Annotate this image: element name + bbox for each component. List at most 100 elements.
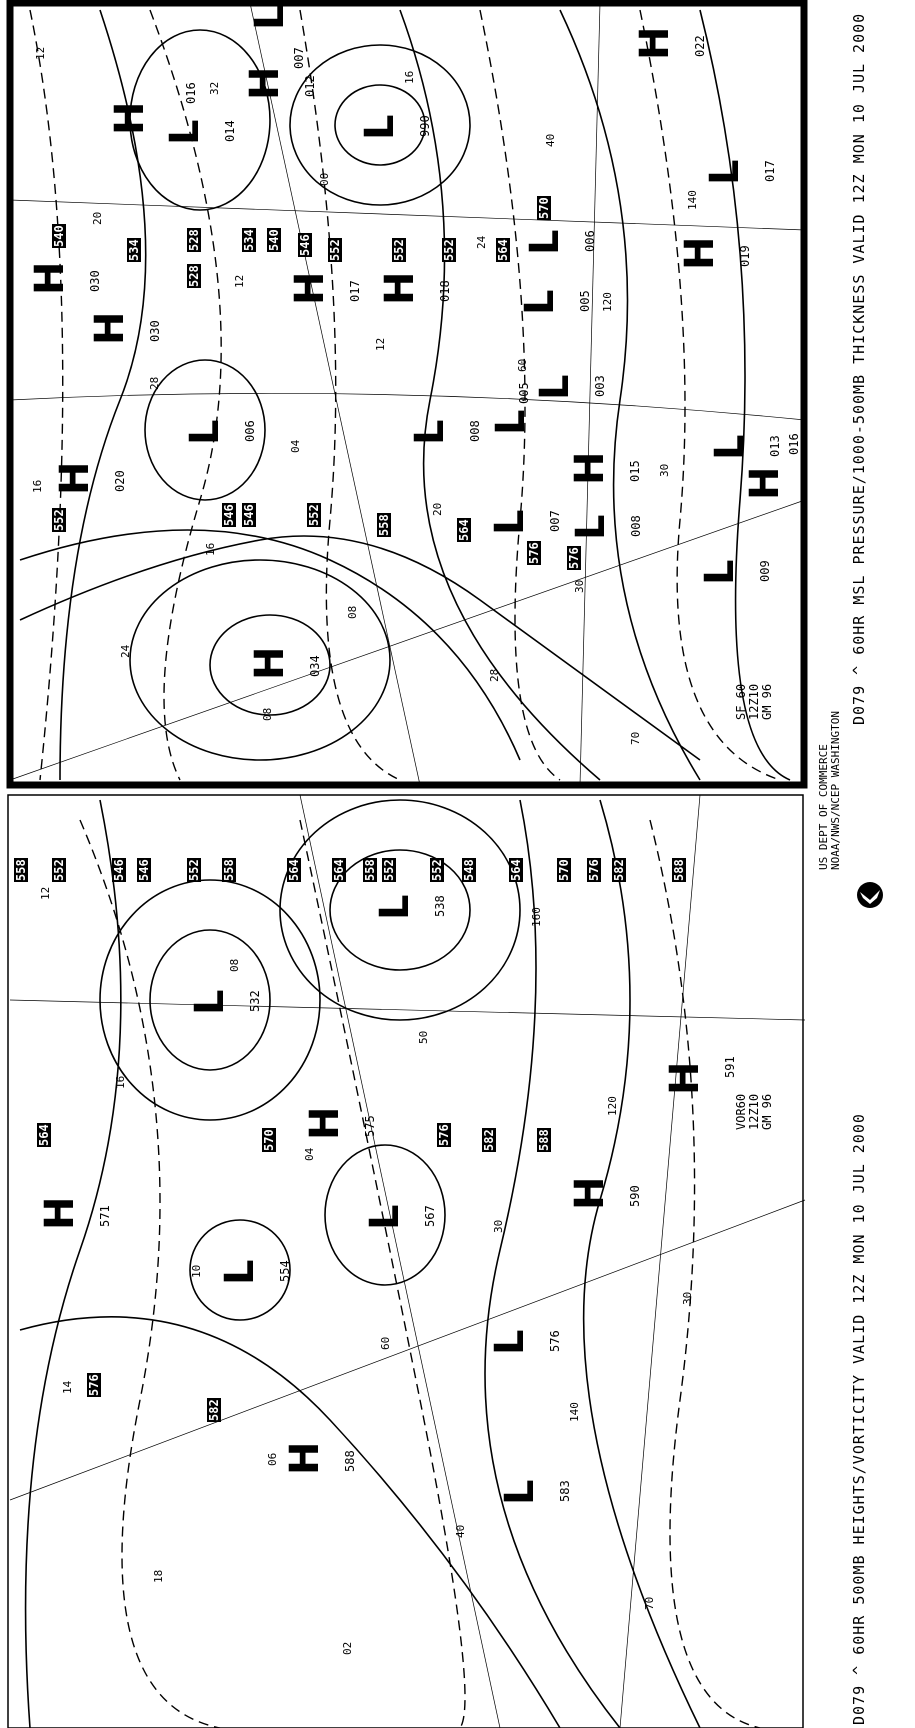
boxed-contour-label: 564 (457, 518, 471, 542)
center-value: 532 (248, 990, 262, 1012)
boxed-contour-label: 540 (267, 228, 281, 252)
contour-value-label: 08 (227, 958, 241, 972)
center-value: 590 (628, 1185, 642, 1207)
boxed-contour-label: 552 (52, 858, 66, 882)
center-value: 015 (628, 460, 642, 482)
center-value: 012 (303, 75, 317, 97)
center-value: 022 (693, 35, 707, 57)
bottom-panel-caption: D079 ^ 60HR 500MB HEIGHTS/VORTICITY VALI… (850, 1113, 868, 1725)
center-value: 007 (548, 510, 562, 532)
low-pressure-symbol: L (697, 559, 743, 586)
top-panel-frame (6, 0, 808, 789)
contour-value-label: 160 (530, 907, 543, 928)
contour-value-label: 60 (378, 1336, 392, 1350)
low-pressure-symbol: L (187, 989, 233, 1016)
contour-value-label: 70 (643, 1597, 657, 1611)
center-value: 005 (578, 290, 592, 312)
boxed-contour-label: 540 (52, 224, 66, 248)
contour-value-label: 04 (289, 440, 303, 454)
center-value: 003 (593, 375, 607, 397)
stamp-line: GM 96 (760, 1093, 774, 1130)
high-pressure-symbol: H (632, 26, 678, 60)
boxed-contour-label: 564 (37, 1123, 51, 1147)
low-pressure-symbol: L (217, 1259, 263, 1286)
center-value: 016 (787, 433, 801, 455)
boxed-contour-label: 546 (137, 858, 151, 882)
contour-value-label: 30 (681, 1291, 695, 1305)
center-value: 008 (468, 420, 482, 442)
contour-value-label: 140 (567, 1401, 581, 1422)
center-value: 007 (292, 47, 306, 69)
center-value: 990 (418, 115, 432, 137)
center-value: 034 (308, 655, 322, 677)
boxed-contour-label: 582 (207, 1398, 221, 1422)
boxed-contour-label: 546 (112, 858, 126, 882)
center-value: 538 (433, 895, 447, 917)
center-value: 005 (517, 382, 531, 404)
center-value: 030 (88, 270, 102, 292)
boxed-contour-label: 528 (187, 228, 201, 252)
center-value: 016 (184, 82, 198, 104)
contour-value-label: 16 (402, 70, 416, 84)
top-panel-caption: D079 ^ 60HR MSL PRESSURE/1000-500MB THIC… (850, 12, 868, 725)
low-pressure-symbol: L (162, 119, 208, 146)
boxed-contour-label: 558 (363, 858, 377, 882)
contour-value-label: 24 (119, 644, 133, 658)
thickness-contours (29, 9, 781, 1728)
credit: US DEPT OF COMMERCE NOAA/NWS/NCEP WASHIN… (817, 711, 842, 870)
boxed-contour-label: 576 (87, 1373, 101, 1397)
contour-value-label: 120 (605, 1096, 619, 1116)
low-pressure-symbol: L (568, 514, 614, 541)
boxed-contour-label: 552 (382, 858, 396, 882)
low-pressure-symbol: L (532, 374, 578, 401)
boxed-contour-label: 534 (127, 238, 141, 262)
boxed-contour-label: 576 (527, 541, 541, 565)
boxed-contour-label: 588 (672, 858, 686, 882)
contour-value-label: 10 (190, 1264, 203, 1278)
high-pressure-symbol: H (282, 1441, 328, 1475)
boxed-contour-label: 552 (187, 858, 201, 882)
high-pressure-symbol: H (377, 271, 423, 305)
high-pressure-symbol: H (677, 236, 723, 270)
center-value: 571 (98, 1205, 112, 1227)
center-value: 008 (629, 515, 643, 537)
contour-value-label: 50 (416, 1030, 430, 1044)
contour-value-label: 12 (374, 337, 388, 352)
low-pressure-symbol: L (517, 289, 563, 316)
boxed-contour-label: 570 (557, 858, 571, 882)
boxed-contour-label: 548 (462, 858, 476, 882)
contour-value-label: 28 (147, 377, 161, 391)
low-pressure-symbol: L (372, 894, 418, 921)
contour-value-label: 140 (685, 189, 699, 210)
contour-value-label: 12 (38, 886, 52, 900)
center-value: 006 (243, 420, 257, 442)
boxed-contour-label: 570 (262, 1128, 276, 1152)
boxed-contour-label: 552 (52, 508, 66, 532)
boxed-contour-label: 546 (298, 233, 312, 257)
boxed-contour-label: 552 (430, 858, 444, 882)
contour-value-label: 08 (260, 707, 274, 721)
high-pressure-symbol: H (87, 311, 133, 345)
center-value: 588 (343, 1450, 357, 1472)
contour-value-label: 06 (265, 1453, 279, 1467)
contour-value-label: 24 (475, 235, 489, 249)
contour-value-label: 30 (492, 1219, 506, 1233)
high-pressure-symbol: H (242, 66, 288, 100)
center-value: 014 (223, 120, 237, 142)
boxed-contour-label: 564 (496, 238, 510, 262)
center-value: 020 (113, 470, 127, 492)
low-pressure-symbol: L (362, 1204, 408, 1231)
boxed-contour-label: 582 (482, 1128, 496, 1152)
contour-value-label: 28 (487, 668, 501, 682)
noaa-logo-icon (857, 882, 883, 908)
bottom-panel-stamp: VOR60 12Z10 GM 96 (734, 1093, 774, 1130)
low-pressure-symbol: L (707, 434, 753, 461)
boxed-contour-label: 576 (437, 1123, 451, 1147)
high-pressure-symbol: H (52, 461, 98, 495)
boxed-contour-label: 546 (242, 503, 256, 527)
low-pressure-symbol: L (702, 159, 748, 186)
contour-value-label: 02 (341, 1641, 355, 1656)
boxed-contour-label: 588 (537, 1128, 551, 1152)
low-pressure-symbol: L (357, 114, 403, 141)
